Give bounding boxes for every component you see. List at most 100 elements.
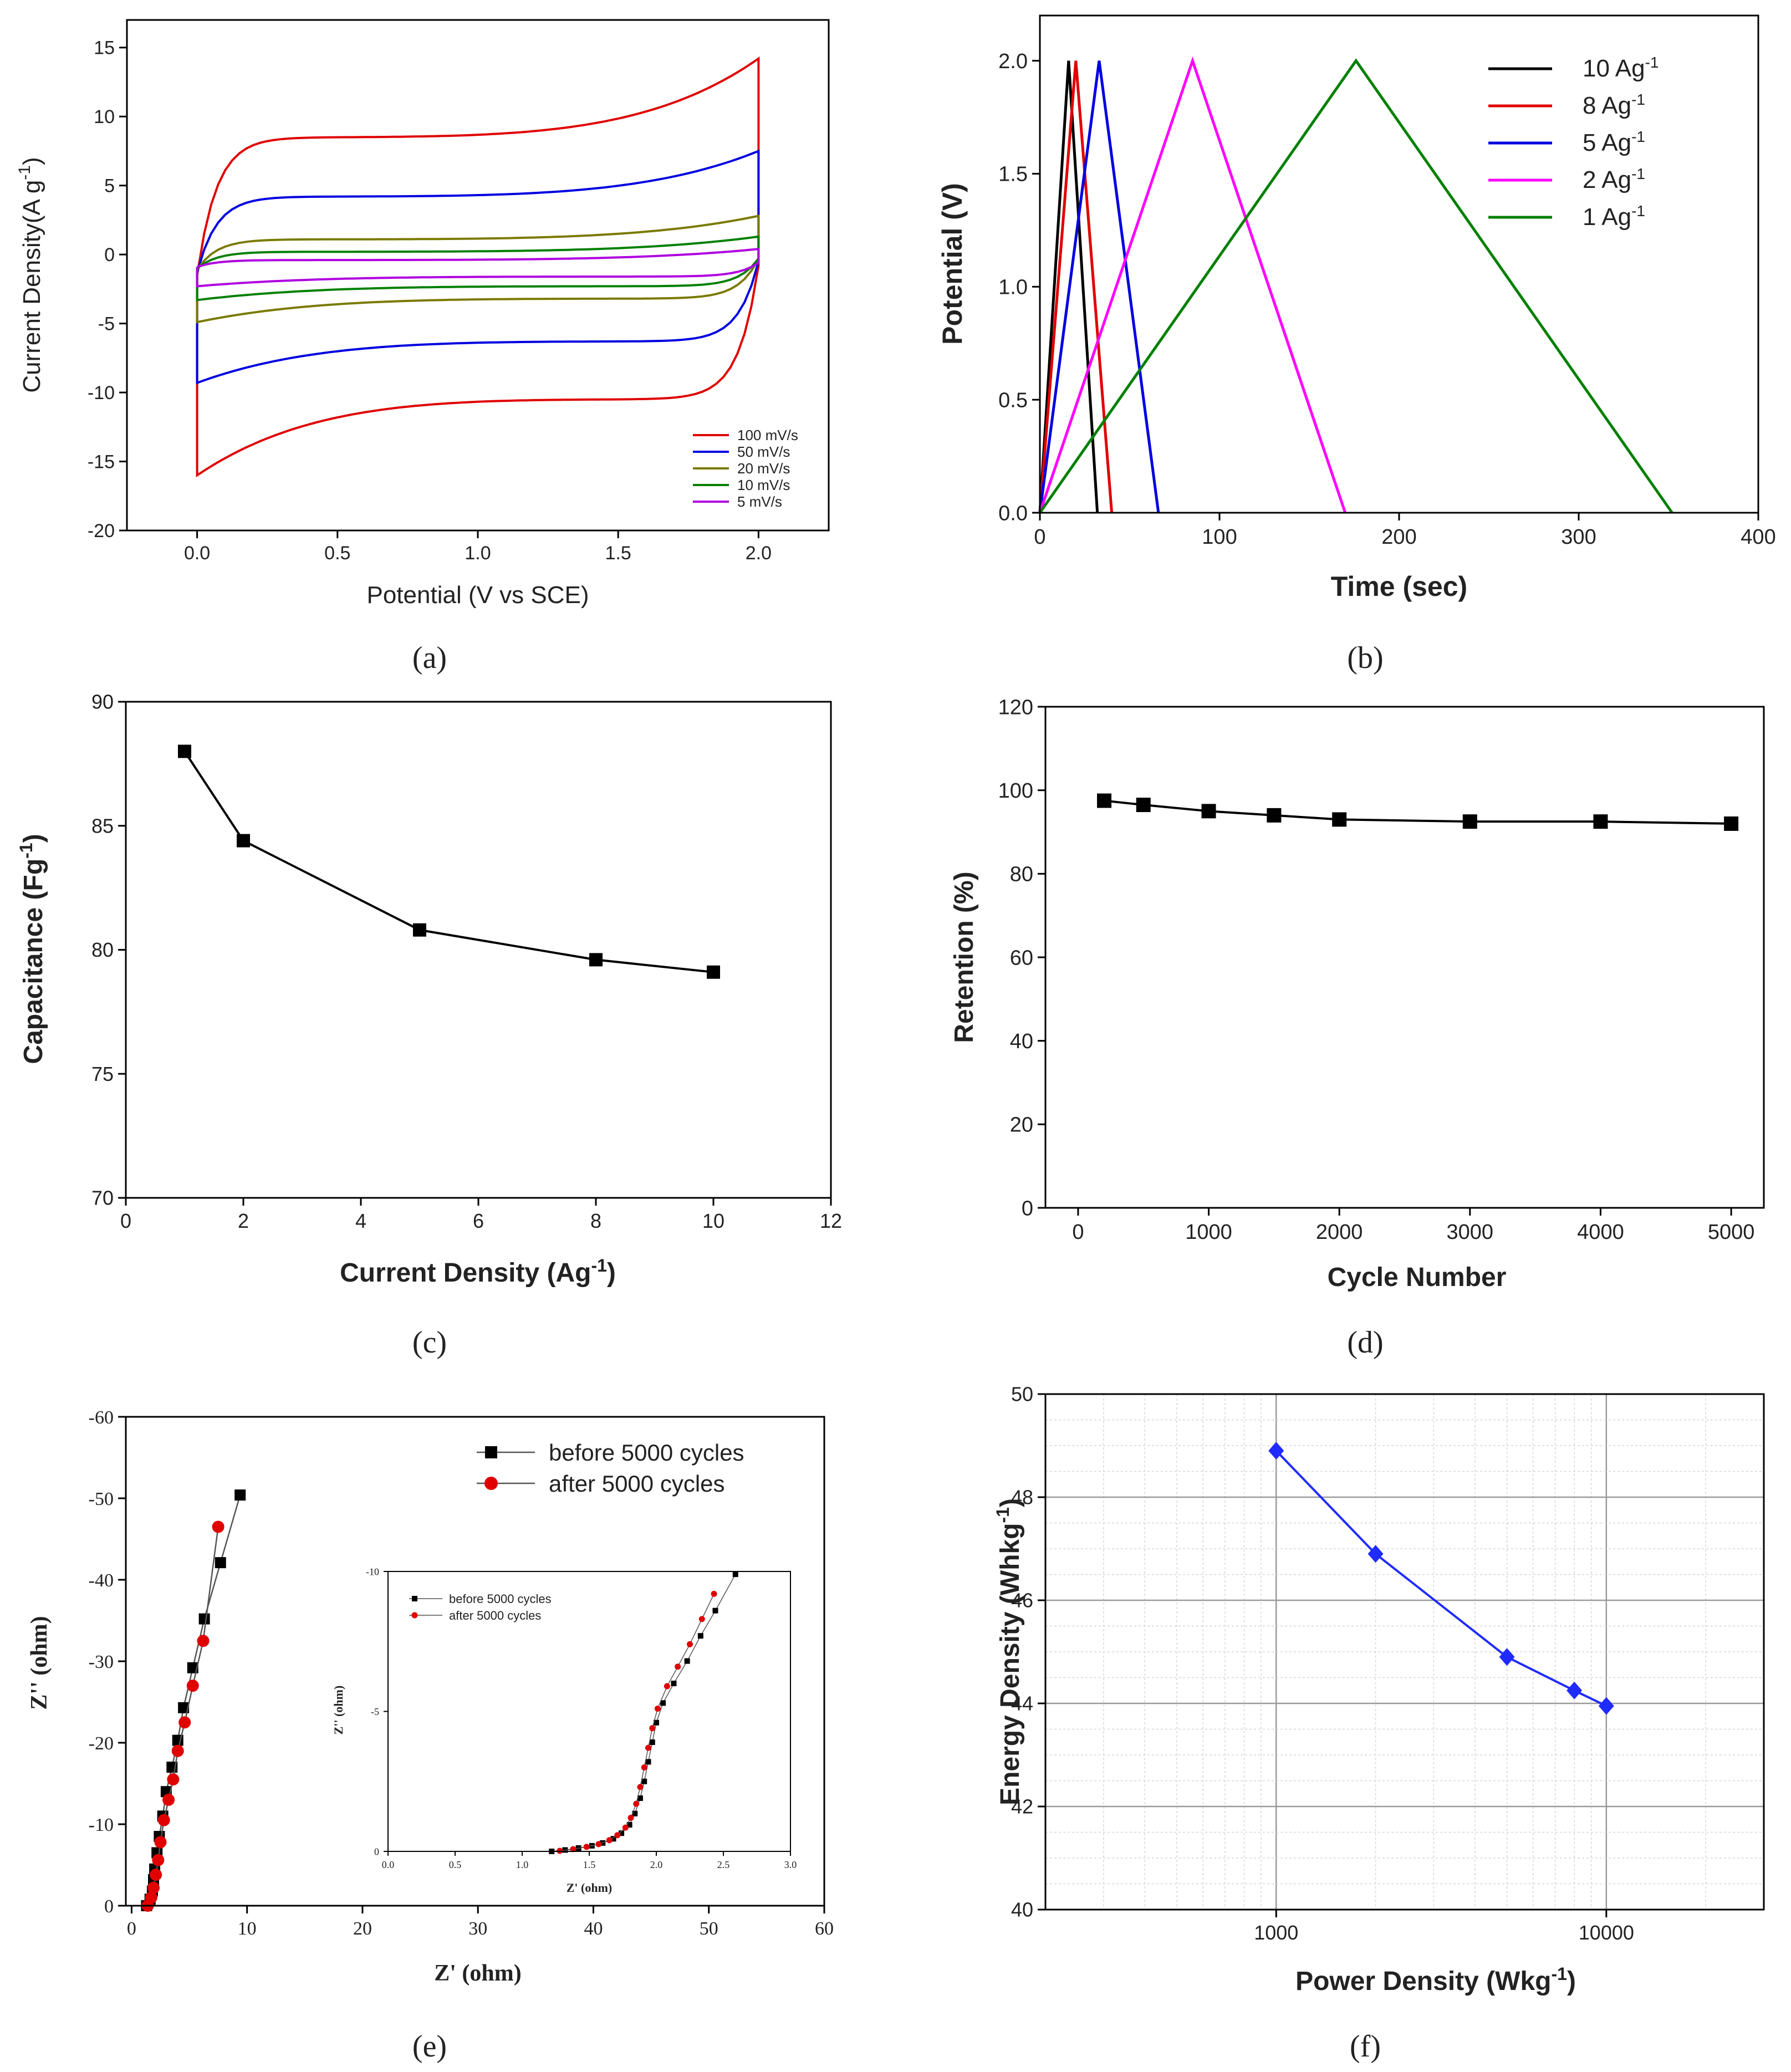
panel-e-inset-xlabel: Z' (ohm): [567, 1881, 613, 1895]
nyquist-point-after: [150, 1869, 162, 1881]
gcd-curve-0: [1038, 60, 1099, 513]
legend-label-3: 2 Ag-1: [1583, 165, 1645, 193]
nyquist-point-before: [187, 1662, 198, 1673]
nyquist-point-after: [167, 1773, 180, 1786]
panel-d-xtick-label: 2000: [1316, 1221, 1363, 1244]
inset-point-before: [619, 1830, 625, 1836]
panel-c-xtick-label: 12: [820, 1209, 842, 1232]
nyquist-point-after: [212, 1520, 224, 1533]
inset-line-0: [552, 1574, 736, 1852]
panel-b-ytick-label: 0.0: [998, 502, 1028, 525]
retention-point: [1097, 793, 1112, 808]
panel-d-xtick-label: 0: [1072, 1221, 1084, 1244]
panel-e-xtick-label: 40: [584, 1918, 603, 1939]
panel-c-ytick-label: 85: [91, 814, 114, 837]
capacitance-point: [589, 953, 603, 967]
panel-d-ticks: 0 1000 2000 3000 4000 5000 0 20 40 60 80 100 120: [998, 696, 1755, 1244]
panel-c-xtick-label: 10: [702, 1209, 724, 1232]
panel-e-caption: (e): [412, 2029, 447, 2064]
inset-point-before: [610, 1836, 616, 1842]
inset-point-before: [697, 1633, 703, 1639]
inset-legend-label-1: after 5000 cycles: [449, 1609, 541, 1622]
legend-label-0: 10 Ag-1: [1583, 54, 1659, 82]
panel-e-nyquist-chart: 0 10 20 30 40 50 600-10-20-30-40-50-60 Z' (ohm…: [27, 1407, 834, 2064]
panel-b-xtick-label: 400: [1741, 525, 1775, 549]
panel-a-curves: [196, 56, 760, 478]
inset-point-before: [654, 1719, 659, 1726]
inset-point-after: [557, 1848, 563, 1854]
panel-f-ytick-label: 44: [1011, 1692, 1033, 1715]
panel-e-inset-xtick-label: 2.0: [650, 1859, 663, 1870]
panel-e-inset-ytick-label: -10: [366, 1566, 379, 1577]
inset-point-after: [570, 1846, 576, 1852]
inset-point-after: [698, 1616, 705, 1622]
panel-a-xtick-label: 0.0: [184, 543, 210, 564]
inset-point-before: [641, 1778, 647, 1784]
panel-a-xtick-label: 2.0: [746, 543, 772, 564]
gcd-curve-1: [1038, 60, 1114, 513]
gcd-curve-4: [1038, 58, 1673, 514]
panel-a-xtick-label: 1.5: [605, 543, 631, 564]
retention-point: [1136, 798, 1151, 813]
panel-e-xtick-label: 50: [700, 1918, 718, 1939]
panel-d-xlabel: Cycle Number: [1328, 1263, 1507, 1292]
panel-d-ytick-label: 60: [1010, 946, 1033, 969]
panel-a-ytick-label: 5: [104, 176, 115, 197]
panel-f-ticks: 1000 10000 40 42 44 46 48 50: [1011, 1383, 1634, 1944]
panel-f-marks: [1268, 1442, 1614, 1715]
inset-legend-marker-0: [412, 1596, 417, 1601]
ragone-point: [1368, 1545, 1384, 1563]
nyquist-point-after: [152, 1854, 165, 1866]
cv-curve-100-mv-s: [196, 56, 760, 478]
panel-c-capacitance-chart: 0 2 4 6 8 10 12 70 75 80 85 90 Current Density (Ag-…: [16, 691, 842, 1360]
panel-f-xlabel: Power Density (Wkg-1): [1295, 1964, 1576, 1996]
panel-a-caption: (a): [412, 641, 447, 675]
panel-e-inset-chart: 0.0 0.5 1.0 1.5 2.0 2.5 3.0 0 -5 -10 Z' (ohm) Z''…: [331, 1566, 797, 1895]
panel-e-legend: before 5000 cycles after 5000 cycles: [477, 1440, 744, 1497]
panel-e-xtick-label: 60: [815, 1918, 834, 1939]
panel-d-ytick-label: 20: [1010, 1114, 1033, 1137]
panel-e-ytick-label: 0: [104, 1896, 114, 1917]
panel-b-xlabel: Time (sec): [1331, 571, 1467, 602]
legend-label-2: 20 mV/s: [737, 460, 790, 477]
panel-b-xtick-label: 0: [1034, 525, 1045, 549]
panel-d-marks: [1097, 793, 1739, 831]
retention-line: [1104, 799, 1732, 825]
panel-e-inset-xtick-label: 3.0: [784, 1859, 797, 1870]
inset-point-after: [645, 1744, 651, 1751]
panel-b-gcd-chart: 0 100 200 300 4000.00.51.01.52.0 Time (sec) …: [937, 14, 1776, 675]
panel-b-ytick-label: 2.0: [998, 50, 1028, 73]
inset-point-after: [641, 1764, 647, 1770]
panel-e-marks: [141, 1489, 246, 1912]
panel-f-ytick-label: 50: [1011, 1383, 1033, 1406]
panel-c-caption: (c): [412, 1325, 447, 1360]
inset-point-before: [626, 1822, 632, 1828]
panel-c-ytick-label: 80: [91, 938, 114, 961]
nyquist-point-before: [234, 1489, 246, 1501]
panel-b-xtick-label: 300: [1561, 525, 1596, 549]
panel-c-xtick-label: 6: [473, 1209, 484, 1232]
panel-f-ytick-label: 48: [1011, 1486, 1033, 1509]
panel-b-xtick-label: 200: [1381, 525, 1416, 549]
cv-curve-50-mv-s: [196, 149, 760, 385]
panel-c-xtick-label: 2: [238, 1209, 249, 1232]
panel-b-ticks: 0 100 200 300 400 0.0 0.5 1.0 1.5 2.0: [998, 50, 1776, 549]
panel-e-ytick-label: -20: [89, 1733, 114, 1754]
gcd-curve-3: [1038, 56, 1347, 513]
inset-point-before: [637, 1795, 643, 1801]
nyquist-point-after: [171, 1744, 184, 1757]
panel-f-plot-frame: [1044, 1393, 1765, 1911]
inset-point-before: [671, 1681, 677, 1686]
panel-e-inset-legend: before 5000 cycles after 5000 cycles: [409, 1592, 552, 1622]
panel-f-ragone-chart: 1000 10000 40 42 44 46 48 50 Power Density (Wkg…: [993, 1383, 1765, 2064]
panel-a-xtick-label: 1.0: [465, 543, 491, 564]
inset-point-before: [645, 1759, 651, 1765]
panel-d-ytick-label: 80: [1010, 863, 1033, 886]
nyquist-point-after: [162, 1793, 175, 1806]
nyquist-point-before: [215, 1557, 226, 1569]
nyquist-point-after: [154, 1836, 167, 1849]
panel-d-plot-frame: [1044, 706, 1765, 1209]
inset-point-after: [649, 1725, 656, 1732]
panel-a-legend: 100 mV/s50 mV/s20 mV/s10 mV/s5 mV/s: [693, 427, 798, 510]
panel-c-xtick-label: 4: [355, 1209, 366, 1232]
